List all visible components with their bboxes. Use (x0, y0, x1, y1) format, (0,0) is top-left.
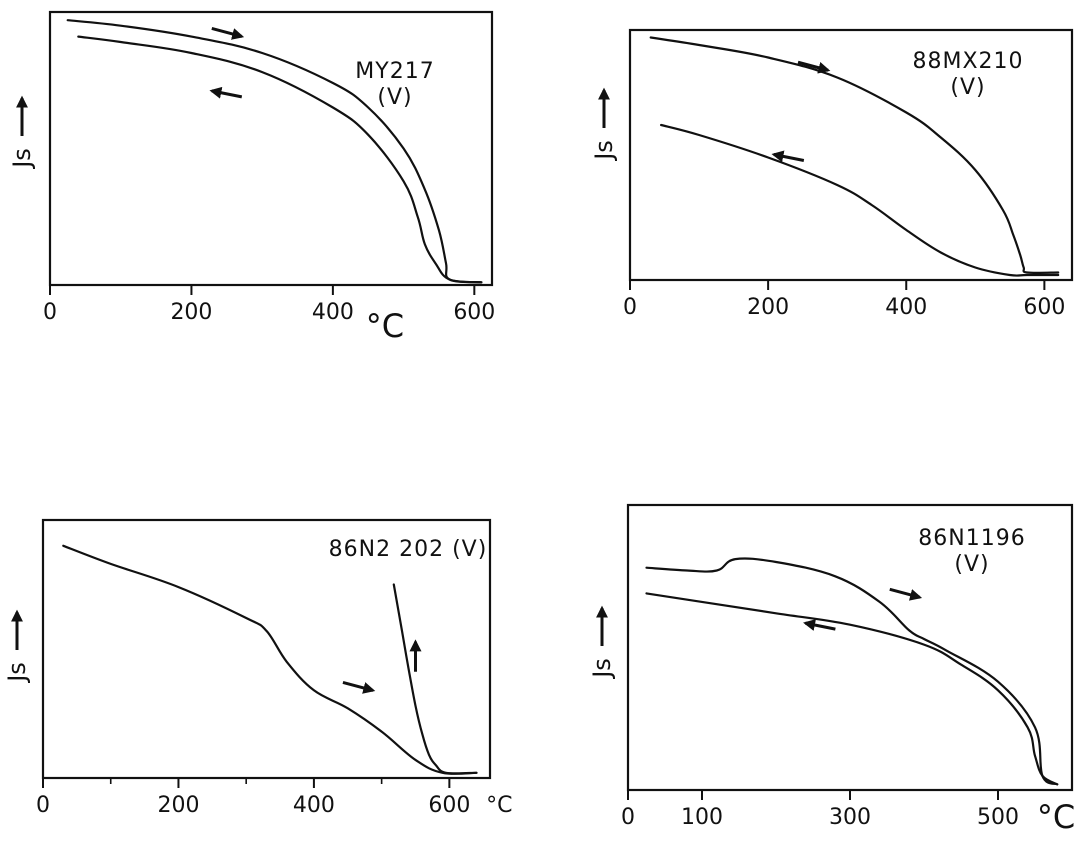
x-tick-label: 600 (428, 793, 470, 818)
right-direction-arrow (342, 680, 376, 694)
x-tick-label: 100 (681, 805, 723, 830)
x-unit-label: °C (486, 793, 512, 818)
x-unit-label: °C (366, 307, 404, 345)
x-unit-label: °C (1037, 798, 1075, 836)
x-tick-label: 200 (157, 793, 199, 818)
x-tick-label: 200 (170, 300, 212, 325)
x-tick-label: 500 (977, 805, 1019, 830)
heating-curve (645, 557, 1059, 786)
panel-p4: 0 100 300 500 °C Js 86N1196(V) (588, 503, 1075, 836)
panel-title: MY217 (355, 59, 434, 84)
y-axis-label: Js (588, 658, 616, 680)
heating-curve (649, 36, 1060, 274)
y-axis-label: Js (8, 148, 36, 170)
x-tick-label: 400 (312, 300, 354, 325)
panel-title: (V) (377, 85, 412, 110)
plot-frame (48, 10, 494, 287)
cooling-curve (77, 35, 483, 284)
x-tick-label: 600 (1023, 295, 1065, 320)
plot-frame (628, 28, 1074, 282)
left-direction-arrow (209, 86, 243, 99)
x-tick-label: 400 (293, 793, 335, 818)
right-direction-arrow (889, 587, 923, 601)
x-tick-label: 0 (36, 793, 50, 818)
cooling-curve (392, 583, 478, 775)
panel-title: (V) (950, 75, 985, 100)
x-tick-label: 300 (829, 805, 871, 830)
heating-curve (62, 544, 478, 775)
panel-title: 88MX210 (912, 49, 1023, 74)
x-tick-label: 200 (747, 295, 789, 320)
cooling-curve (660, 123, 1060, 277)
right-direction-arrow (797, 60, 831, 74)
plot-frame (41, 518, 492, 780)
panel-p3: 0 200 400 600 °C Js 86N2 202 (V) (3, 518, 513, 818)
x-tick-label: 600 (453, 300, 495, 325)
x-tick-label: 0 (623, 295, 637, 320)
left-direction-arrow (803, 619, 836, 631)
right-direction-arrow (211, 27, 245, 40)
heating-curve (66, 19, 483, 284)
left-direction-arrow (771, 150, 805, 163)
panel-title: 86N2 202 (V) (329, 537, 488, 562)
panel-title: (V) (954, 552, 989, 577)
panel-p1: 0 200 400 600 °C Js MY217(V) (8, 10, 495, 345)
y-axis-label: Js (3, 662, 31, 684)
x-tick-label: 0 (621, 805, 635, 830)
cooling-curve (645, 592, 1059, 786)
x-tick-label: 400 (885, 295, 927, 320)
x-tick-label: 0 (43, 300, 57, 325)
y-axis-label: Js (590, 140, 618, 162)
panel-title: 86N1196 (918, 526, 1025, 551)
